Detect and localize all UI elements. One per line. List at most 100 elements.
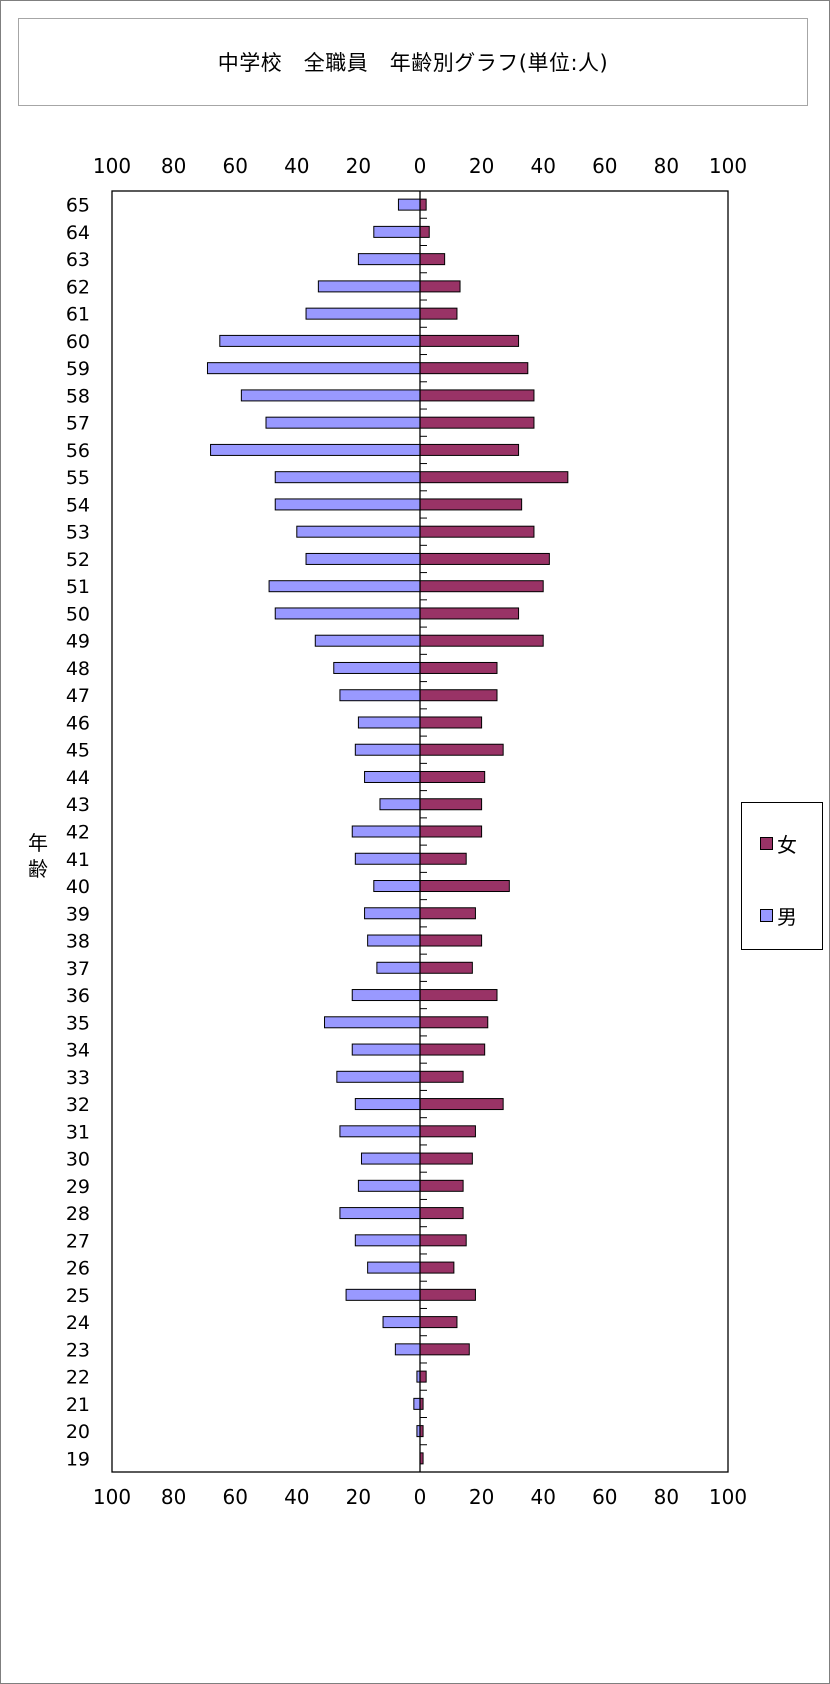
x-tick-label-bottom: 20 — [469, 1485, 494, 1509]
x-tick-label-bottom: 0 — [414, 1485, 427, 1509]
bar-male — [336, 1070, 421, 1083]
bar-male — [240, 389, 421, 402]
bar-female — [419, 198, 427, 211]
y-tick-label: 43 — [66, 794, 90, 816]
y-tick-label: 22 — [66, 1367, 90, 1389]
bar-male — [305, 307, 421, 320]
x-tick-label-top: 60 — [592, 154, 617, 178]
bar-male — [339, 1207, 421, 1220]
legend-label-female: 女 — [777, 833, 797, 857]
y-axis-title-char: 年 — [28, 831, 48, 855]
y-tick-label: 54 — [66, 494, 90, 516]
x-tick-label-bottom: 40 — [284, 1485, 309, 1509]
y-tick-label: 52 — [66, 549, 90, 571]
x-tick-label-bottom: 60 — [592, 1485, 617, 1509]
bar-male — [397, 198, 421, 211]
chart-title-box: 中学校 全職員 年齢別グラフ(単位:人) — [18, 18, 808, 106]
x-tick-label-top: 80 — [161, 154, 186, 178]
chart-title: 中学校 全職員 年齢別グラフ(単位:人) — [217, 51, 609, 75]
y-tick-label: 56 — [66, 440, 90, 462]
x-tick-label-bottom: 40 — [530, 1485, 555, 1509]
bar-male — [206, 362, 421, 375]
bar-female — [419, 825, 483, 838]
bar-female — [419, 961, 473, 974]
x-tick-label-top: 100 — [709, 154, 747, 178]
bar-male — [354, 1098, 421, 1111]
bar-female — [419, 580, 544, 593]
legend-swatch-male — [760, 909, 773, 922]
y-tick-label: 19 — [66, 1448, 90, 1470]
y-tick-label: 29 — [66, 1176, 90, 1198]
y-tick-label: 65 — [66, 195, 90, 217]
bar-male — [265, 416, 421, 429]
bar-female — [419, 798, 483, 811]
bar-female — [419, 689, 498, 702]
bar-male — [274, 498, 421, 511]
bar-male — [274, 471, 421, 484]
bar-female — [419, 716, 483, 729]
bar-male — [376, 961, 421, 974]
bar-female — [419, 416, 535, 429]
y-tick-label: 39 — [66, 903, 90, 925]
bar-female — [419, 934, 483, 947]
bar-female — [419, 498, 523, 511]
bar-male — [219, 334, 421, 347]
bar-male — [333, 661, 421, 674]
legend-swatch-female — [760, 837, 773, 850]
bar-female — [419, 1343, 470, 1356]
bar-male — [354, 852, 421, 865]
bar-female — [419, 552, 550, 565]
bar-female — [419, 1098, 504, 1111]
y-tick-label: 47 — [66, 685, 90, 707]
bar-female — [419, 880, 510, 893]
y-tick-label: 59 — [66, 358, 90, 380]
bar-female — [419, 743, 504, 756]
bar-female — [419, 280, 461, 293]
y-tick-label: 34 — [66, 1040, 90, 1062]
y-tick-label: 61 — [66, 304, 90, 326]
bar-male — [339, 1125, 421, 1138]
y-tick-label: 51 — [66, 576, 90, 598]
bar-female — [419, 1316, 458, 1329]
bar-female — [419, 1261, 455, 1274]
bar-male — [351, 825, 421, 838]
bar-male — [357, 253, 421, 266]
bar-female — [419, 334, 520, 347]
bar-female — [419, 389, 535, 402]
y-tick-label: 63 — [66, 249, 90, 271]
legend-item-female: 女 — [760, 829, 797, 858]
bar-male — [367, 934, 421, 947]
x-tick-label-bottom: 100 — [93, 1485, 131, 1509]
bar-female — [419, 1288, 476, 1301]
bar-female — [419, 1125, 476, 1138]
x-tick-label-top: 100 — [93, 154, 131, 178]
bar-female — [419, 471, 569, 484]
bar-male — [364, 770, 421, 783]
bar-male — [314, 634, 421, 647]
x-tick-label-top: 60 — [222, 154, 247, 178]
legend: 女 男 — [741, 802, 823, 950]
bar-male — [367, 1261, 421, 1274]
bar-male — [413, 1397, 421, 1410]
x-tick-label-top: 80 — [654, 154, 679, 178]
bar-female — [419, 1016, 489, 1029]
y-tick-label: 55 — [66, 467, 90, 489]
legend-label-male: 男 — [777, 905, 797, 929]
x-tick-label-top: 40 — [284, 154, 309, 178]
y-tick-label: 48 — [66, 658, 90, 680]
legend-item-male: 男 — [760, 901, 797, 930]
bar-male — [339, 689, 421, 702]
bar-female — [419, 225, 430, 238]
y-tick-label: 38 — [66, 931, 90, 953]
y-tick-label: 40 — [66, 876, 90, 898]
x-tick-label-bottom: 80 — [654, 1485, 679, 1509]
x-tick-label-bottom: 60 — [222, 1485, 247, 1509]
y-axis-title: 年齢 — [26, 830, 50, 882]
bar-female — [419, 1070, 464, 1083]
bar-female — [419, 989, 498, 1002]
x-tick-label-bottom: 80 — [161, 1485, 186, 1509]
y-tick-label: 46 — [66, 712, 90, 734]
y-tick-label: 45 — [66, 740, 90, 762]
x-tick-label-top: 20 — [469, 154, 494, 178]
bar-female — [419, 770, 486, 783]
